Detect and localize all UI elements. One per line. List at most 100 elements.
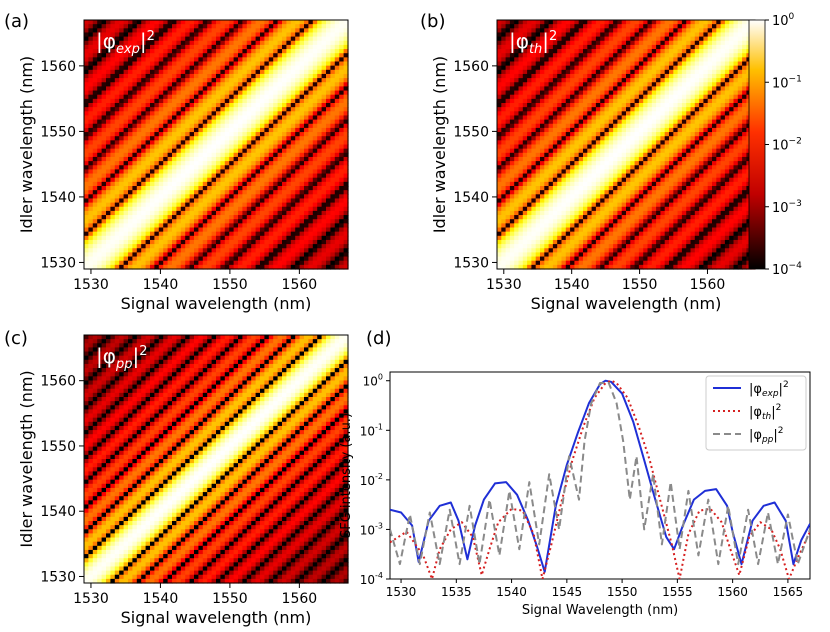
heatmap-cell	[522, 181, 528, 187]
heatmap-cell	[548, 165, 554, 170]
heatmap-cell	[167, 256, 173, 262]
heatmap-cell	[141, 119, 147, 125]
heatmap-cell	[548, 24, 554, 29]
heatmap-cell	[557, 86, 563, 92]
heatmap-cell	[92, 111, 98, 117]
heatmap-cell	[260, 44, 265, 50]
heatmap-cell	[123, 49, 129, 54]
heatmap-cell	[136, 44, 142, 50]
heatmap-cell	[264, 177, 270, 183]
heatmap-cell	[154, 28, 160, 34]
heatmap-cell	[189, 82, 195, 87]
heatmap-cell	[264, 115, 270, 121]
heatmap-cell	[220, 69, 226, 75]
heatmap-cell	[84, 127, 89, 133]
heatmap-cell	[154, 210, 160, 216]
heatmap-cell	[172, 260, 177, 266]
heatmap-cell	[570, 78, 575, 83]
heatmap-cell	[540, 198, 545, 204]
heatmap-cell	[84, 219, 89, 224]
heatmap-cell	[501, 24, 507, 29]
heatmap-cell	[207, 198, 213, 204]
heatmap-cell	[154, 169, 160, 175]
heatmap-cell	[591, 202, 597, 208]
heatmap-cell	[561, 181, 567, 187]
heatmap-cell	[97, 227, 103, 233]
heatmap-cell	[548, 194, 554, 200]
heatmap-cell	[277, 24, 283, 29]
heatmap-cell	[145, 107, 151, 112]
heatmap-cell	[194, 49, 199, 54]
heatmap-cell	[264, 239, 270, 245]
heatmap-cell	[189, 248, 195, 253]
heatmap-cell	[339, 65, 345, 71]
heatmap-cell	[97, 256, 103, 262]
heatmap-cell	[194, 115, 199, 121]
heatmap-cell	[295, 194, 301, 200]
heatmap-cell	[101, 161, 107, 166]
heatmap-cell	[334, 223, 340, 229]
heatmap-cell	[220, 190, 226, 195]
heatmap-cell	[255, 260, 261, 266]
heatmap-cell	[220, 132, 226, 137]
heatmap-cell	[268, 244, 274, 249]
heatmap-cell	[531, 132, 537, 137]
heatmap-cell	[286, 65, 292, 71]
heatmap-cell	[106, 73, 111, 79]
heatmap-cell	[286, 40, 292, 46]
heatmap-cell	[106, 181, 111, 187]
heatmap-cell	[518, 115, 524, 121]
heatmap-cell	[282, 152, 287, 158]
heatmap-cell	[330, 252, 336, 258]
heatmap-cell	[154, 73, 160, 79]
heatmap-cell	[136, 24, 142, 29]
heatmap-cell	[561, 69, 567, 75]
heatmap-cell	[326, 186, 331, 191]
heatmap-cell	[163, 256, 169, 262]
heatmap-cell	[304, 165, 309, 170]
heatmap-cell	[574, 239, 580, 245]
heatmap-cell	[591, 98, 597, 104]
heatmap-cell	[145, 94, 151, 100]
heatmap-cell	[522, 165, 528, 170]
heatmap-cell	[167, 115, 173, 121]
heatmap-cell	[299, 24, 305, 29]
heatmap-cell	[299, 169, 305, 175]
heatmap-cell	[97, 136, 103, 141]
heatmap-cell	[527, 107, 532, 112]
heatmap-cell	[194, 231, 199, 237]
heatmap-cell	[565, 215, 571, 220]
heatmap-cell	[273, 32, 279, 38]
heatmap-cell	[552, 235, 558, 241]
heatmap-cell	[132, 148, 138, 154]
heatmap-cell	[92, 227, 98, 233]
heatmap-cell	[119, 181, 125, 187]
heatmap-cell	[317, 198, 323, 204]
heatmap-cell	[101, 239, 107, 245]
heatmap-cell	[509, 156, 515, 162]
heatmap-cell	[527, 156, 532, 162]
heatmap-cell	[260, 127, 265, 133]
heatmap-cell	[509, 44, 515, 50]
heatmap-cell	[290, 36, 296, 42]
heatmap-cell	[268, 86, 274, 92]
heatmap-cell	[229, 123, 235, 129]
heatmap-cell	[114, 44, 120, 50]
heatmap-cell	[304, 186, 309, 191]
heatmap-cell	[273, 206, 279, 212]
heatmap-cell	[527, 36, 532, 42]
heatmap-cell	[326, 78, 331, 83]
heatmap-cell	[145, 136, 151, 141]
heatmap-cell	[132, 198, 138, 204]
heatmap-cell	[578, 219, 584, 224]
heatmap-cell	[273, 144, 279, 150]
heatmap-cell	[84, 57, 89, 63]
heatmap-cell	[321, 49, 327, 54]
heatmap-cell	[518, 107, 524, 112]
heatmap-cell	[202, 231, 208, 237]
heatmap-cell	[185, 194, 191, 200]
heatmap-cell	[97, 61, 103, 67]
heatmap-cell	[229, 169, 235, 175]
heatmap-cell	[242, 210, 248, 216]
heatmap-cell	[312, 82, 318, 87]
